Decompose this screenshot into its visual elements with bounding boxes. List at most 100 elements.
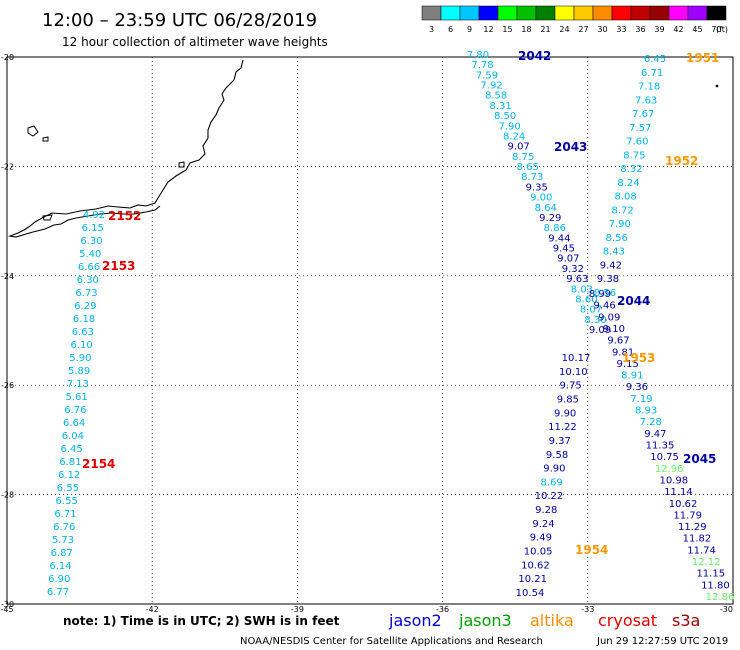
wave-height-value: 8.60	[575, 294, 597, 305]
legend-swatch	[554, 5, 575, 21]
legend-swatch	[535, 5, 556, 21]
wave-height-value: 9.46	[593, 301, 615, 312]
wave-height-value: 6.55	[57, 483, 79, 494]
wave-height-value: 9.09	[598, 312, 620, 323]
wave-height-value: 12.86	[706, 592, 735, 603]
wave-height-value: 11.15	[696, 569, 725, 580]
legend-label: 15	[502, 25, 512, 34]
wave-height-value: 6.64	[63, 418, 85, 429]
wave-height-value: 7.59	[476, 70, 498, 81]
wave-height-value: 8.43	[603, 247, 625, 258]
wave-height-value: 6.30	[77, 275, 99, 286]
wave-height-value: 11.22	[548, 422, 577, 433]
legend-swatch	[497, 5, 518, 21]
satellite-name: altika	[530, 611, 574, 630]
legend-swatch	[668, 5, 689, 21]
wave-height-value: 10.62	[521, 560, 550, 571]
pass-label: 2044	[617, 294, 650, 308]
wave-height-value: 4.92	[83, 210, 105, 221]
wave-height-value: 11.74	[687, 545, 716, 556]
legend-label: 70	[711, 25, 721, 34]
wave-height-value: 9.42	[600, 260, 622, 271]
wave-height-value: 9.67	[607, 336, 629, 347]
wave-height-value: 8.56	[606, 233, 628, 244]
legend-label: 18	[521, 25, 531, 34]
wave-height-value: 9.32	[562, 264, 584, 275]
wave-height-value: 7.57	[629, 123, 651, 134]
legend-label: 12	[483, 25, 493, 34]
wave-height-value: 6.29	[74, 301, 96, 312]
wave-height-value: 7.80	[467, 50, 489, 61]
wave-height-value: 10.98	[660, 475, 689, 486]
wave-height-value: 8.56	[594, 288, 616, 299]
wave-height-value: 6.66	[78, 262, 100, 273]
legend-swatch	[421, 5, 442, 21]
longitude-labels: -45 -42 -39 -36 -33 -30	[0, 605, 733, 614]
wave-height-value: 9.07	[508, 142, 530, 153]
longitude-tick: -42	[146, 605, 159, 614]
wave-height-value: 8.65	[517, 162, 539, 173]
wave-height-value: 10.21	[518, 574, 547, 585]
wave-height-value: 10.05	[524, 547, 553, 558]
legend-label: 3	[429, 25, 434, 34]
satellite-key: jason2 jason3 altika cryosat s3a	[388, 611, 700, 630]
wave-height-value: 9.00	[530, 193, 552, 204]
wave-height-value: 10.62	[669, 499, 698, 510]
color-legend: 3 6 9 12 15 18 21 24 27 30 33 36 39 42 45 70	[421, 5, 727, 34]
wave-height-value: 6.04	[62, 431, 84, 442]
wave-height-value: 6.76	[53, 522, 75, 533]
legend-swatch	[706, 5, 727, 21]
wave-height-value: 6.87	[51, 548, 73, 559]
wave-height-value: 5.89	[68, 366, 90, 377]
wave-height-value: 8.69	[541, 477, 563, 488]
pass-label: 1952	[665, 154, 698, 168]
wave-height-value: 8.99	[589, 289, 611, 300]
wave-height-value: 6.12	[58, 470, 80, 481]
wave-height-value: 11.82	[683, 534, 712, 545]
pass-label: 2153	[102, 259, 135, 273]
wave-height-value: 6.76	[64, 405, 86, 416]
pass-label: 1954	[575, 543, 608, 557]
wave-height-value: 6.81	[59, 457, 81, 468]
wave-height-value: 9.75	[559, 381, 581, 392]
wave-height-value: 6.63	[72, 327, 94, 338]
wave-height-value: 9.29	[539, 213, 561, 224]
legend-label: 24	[559, 25, 569, 34]
wave-height-value: 8.32	[620, 164, 642, 175]
wave-height-value: 9.15	[617, 359, 639, 370]
wave-height-value: 8.50	[494, 111, 516, 122]
wave-height-value: 6.15	[82, 223, 104, 234]
wave-height-value: 10.17	[562, 353, 591, 364]
map-title: 12:00 – 23:59 UTC 06/28/2019	[42, 10, 317, 31]
note-text: note: 1) Time is in UTC; 2) SWH is in fe…	[63, 614, 340, 628]
wave-height-value: 9.44	[548, 233, 570, 244]
legend-swatch	[459, 5, 480, 21]
legend-label: 27	[578, 25, 588, 34]
latitude-tick: -24	[1, 272, 14, 281]
latitude-tick: -30	[1, 600, 14, 609]
pass-label: 2045	[683, 452, 716, 466]
satellite-name: jason3	[458, 611, 512, 630]
legend-swatch	[478, 5, 499, 21]
legend-swatch	[630, 5, 651, 21]
island	[27, 125, 39, 137]
wave-height-value: 9.49	[530, 533, 552, 544]
satellite-name: jason2	[388, 611, 442, 630]
altimeter-passes: 7.807.787.597.928.588.318.507.908.249.07…	[47, 49, 734, 603]
wave-height-value: 8.31	[489, 101, 511, 112]
latitude-tick: -28	[1, 491, 14, 500]
wave-height-value: 7.92	[480, 81, 502, 92]
wave-height-value: 7.67	[632, 109, 654, 120]
wave-height-value: 7.28	[640, 417, 662, 428]
wave-height-value: 10.75	[650, 452, 679, 463]
wave-height-value: 7.60	[626, 137, 648, 148]
longitude-tick: -30	[720, 605, 733, 614]
legend-swatch	[573, 5, 594, 21]
wave-height-value: 12.12	[692, 557, 721, 568]
wave-height-value: 6.77	[47, 587, 69, 598]
wave-height-value: 9.07	[557, 254, 579, 265]
wave-height-value: 7.13	[67, 379, 89, 390]
pass-label: 2043	[554, 140, 587, 154]
wave-height-value: 11.79	[673, 510, 702, 521]
legend-label: 36	[635, 25, 645, 34]
